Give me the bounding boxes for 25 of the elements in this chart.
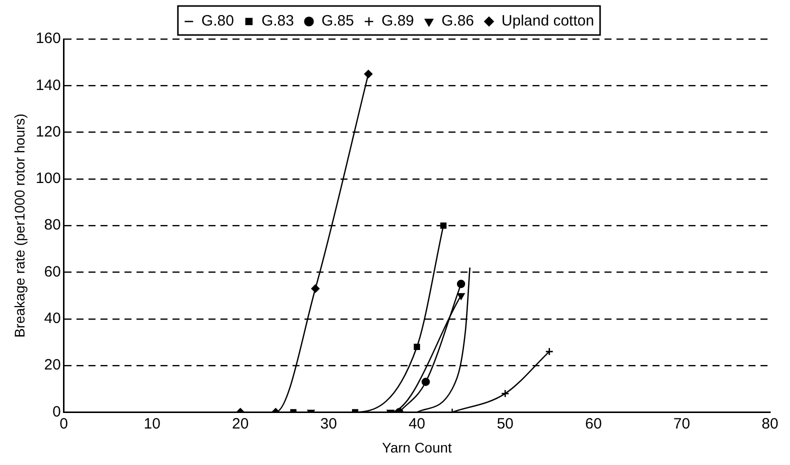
x-axis-title: Yarn Count — [382, 439, 452, 456]
x-tick-label: 70 — [673, 415, 690, 432]
x-tick-label: 40 — [408, 415, 426, 432]
y-axis-title: Breakage rate (per1000 rotor hours) — [11, 114, 28, 338]
y-tick-label: 60 — [44, 263, 61, 280]
y-tick-label: 80 — [44, 216, 61, 234]
x-tick-label: 60 — [585, 415, 602, 432]
y-tick-label: 40 — [44, 310, 61, 328]
legend-label: G.85 — [321, 12, 354, 30]
x-tick-label: 30 — [320, 415, 337, 432]
x-tick-label: 80 — [762, 415, 778, 432]
x-tick-label: 10 — [144, 415, 160, 432]
legend-label: Upland cotton — [502, 12, 594, 30]
legend-label: G.86 — [442, 12, 474, 30]
y-tick-label: 120 — [36, 123, 61, 140]
y-tick-label: 140 — [36, 76, 61, 94]
y-tick-label: 20 — [44, 356, 61, 374]
x-tick-label: 20 — [232, 415, 249, 432]
legend-label: G.89 — [381, 12, 414, 30]
y-tick-label: 160 — [36, 30, 61, 48]
x-tick-label: 50 — [496, 415, 514, 432]
y-tick-label: 0 — [52, 403, 61, 420]
legend-label: G.80 — [201, 12, 234, 30]
legend-label: G.83 — [261, 12, 294, 30]
y-tick-label: 100 — [36, 170, 61, 188]
